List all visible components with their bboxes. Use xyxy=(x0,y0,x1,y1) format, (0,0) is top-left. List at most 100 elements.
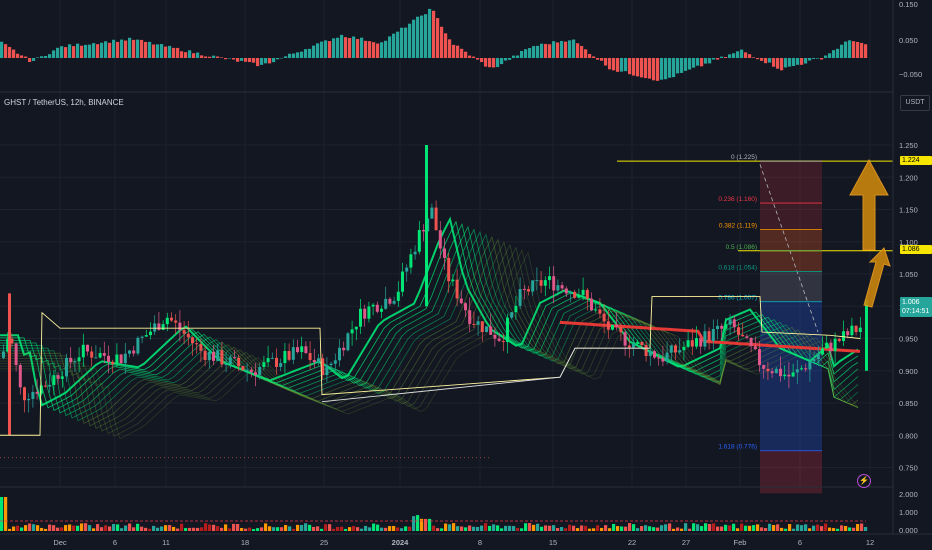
candle-body xyxy=(161,324,165,330)
volume-bar xyxy=(460,526,464,531)
volume-bar xyxy=(464,527,468,531)
candle-body xyxy=(745,336,749,338)
candle-body xyxy=(506,317,509,343)
time-axis[interactable]: Dec 6 11 18 25 2024 8 15 22 27 Feb 6 12 xyxy=(53,538,874,547)
candle-body xyxy=(401,271,404,292)
projection-line xyxy=(759,164,819,333)
fibonacci-zone: 0 (1.225) 0.236 (1.160) 0.382 (1.119) 0.5 (… xyxy=(617,154,893,494)
osc-bar xyxy=(748,54,752,58)
candle-body xyxy=(732,319,736,328)
volume-tick-label: 1.000 xyxy=(899,508,918,517)
candle-body xyxy=(779,368,782,377)
volume-bar xyxy=(52,525,56,531)
volume-bar xyxy=(524,523,528,531)
volume-bar xyxy=(864,526,868,531)
osc-bar xyxy=(264,58,268,64)
candle-body xyxy=(333,360,337,364)
osc-bar xyxy=(384,40,388,58)
osc-bar xyxy=(656,58,660,81)
symbol-legend[interactable]: GHST / TetherUS, 12h, BINANCE xyxy=(4,98,124,107)
osc-bar xyxy=(32,58,36,61)
lightning-icon[interactable]: ⚡ xyxy=(857,474,871,488)
osc-bar xyxy=(16,53,20,58)
volume-bar xyxy=(484,523,488,531)
osc-bar xyxy=(76,43,80,58)
candle-body xyxy=(258,366,262,376)
candle-body xyxy=(149,331,152,336)
osc-bar xyxy=(512,55,516,58)
candle-body xyxy=(119,354,123,364)
fib-level-label: 0.786 (1.007) xyxy=(718,295,757,302)
candle-body xyxy=(207,351,211,361)
price-axis[interactable]: 0.150 0.050 −0.050 1.250 1.200 1.150 1.100 1.05… xyxy=(899,0,922,535)
volume-bar xyxy=(20,527,24,531)
osc-bar xyxy=(372,42,376,58)
candle-body xyxy=(35,391,39,394)
candle-body xyxy=(14,343,18,365)
osc-bar xyxy=(856,41,860,58)
candle-body xyxy=(434,207,438,231)
bar-countdown: 07:14:51 xyxy=(902,308,930,315)
volume-bar xyxy=(632,524,636,531)
volume-bar xyxy=(720,526,724,531)
osc-bar xyxy=(148,41,152,58)
volume-bar xyxy=(532,524,536,531)
currency-unit-badge[interactable]: USDT xyxy=(900,95,930,111)
osc-bar xyxy=(528,48,532,58)
candle-body xyxy=(657,357,661,359)
candle-body xyxy=(623,332,627,346)
osc-bar xyxy=(488,58,492,68)
candle-body xyxy=(795,369,799,373)
volume-bar xyxy=(584,525,588,531)
osc-bar xyxy=(544,43,548,58)
volume-bar xyxy=(420,518,424,531)
chart-grid xyxy=(0,0,893,487)
volume-bar xyxy=(184,528,188,531)
osc-bar xyxy=(12,49,16,58)
candle-body xyxy=(522,288,526,290)
osc-bar xyxy=(628,58,632,75)
osc-bar xyxy=(604,58,608,66)
osc-bar xyxy=(40,56,44,58)
osc-bar xyxy=(128,37,132,58)
candle-body xyxy=(191,337,194,344)
volume-bar xyxy=(288,526,292,531)
osc-bar xyxy=(816,58,820,59)
volume-bar xyxy=(284,524,288,531)
osc-bar xyxy=(796,58,800,65)
oscillator-histogram xyxy=(0,8,868,81)
osc-bar xyxy=(160,44,164,58)
volume-bar xyxy=(672,528,676,531)
candle-body xyxy=(464,303,467,311)
osc-bar xyxy=(580,45,584,58)
volume-bar xyxy=(760,527,764,531)
volume-bar xyxy=(644,525,648,531)
candle-body xyxy=(682,346,686,351)
volume-bar xyxy=(708,524,712,531)
candle-body xyxy=(665,352,669,362)
volume-bar xyxy=(808,528,812,531)
osc-bar xyxy=(492,58,496,68)
candle-body xyxy=(842,331,845,342)
candle-body xyxy=(350,329,354,334)
volume-bar xyxy=(780,527,784,531)
osc-bar xyxy=(204,56,208,58)
volume-bar xyxy=(736,528,740,531)
candle-body xyxy=(430,207,434,219)
price-tick-label: 0.850 xyxy=(899,399,918,408)
candle-body xyxy=(102,353,106,356)
volume-bar xyxy=(252,528,256,531)
candle-body xyxy=(182,330,186,334)
osc-bar xyxy=(708,58,712,64)
volume-bar xyxy=(680,528,684,531)
osc-bar xyxy=(724,56,728,58)
candle-body xyxy=(115,354,119,365)
osc-bar xyxy=(212,55,216,58)
volume-bar xyxy=(156,527,160,531)
osc-bar xyxy=(828,53,832,58)
candle-body xyxy=(594,309,598,311)
price-tick-label: 0.800 xyxy=(899,431,918,440)
candle-body xyxy=(396,291,400,301)
volume-bar xyxy=(528,523,532,531)
